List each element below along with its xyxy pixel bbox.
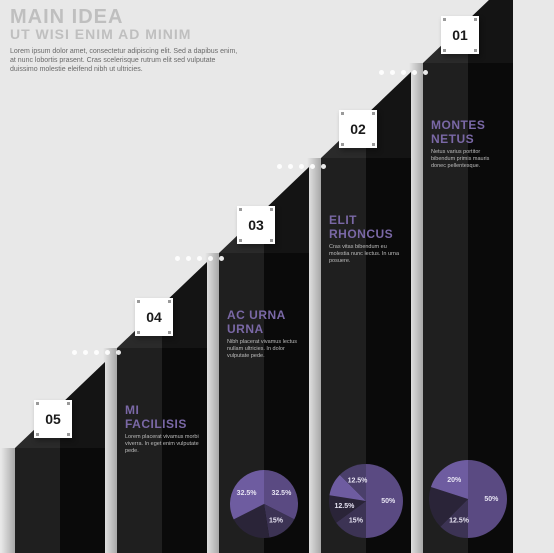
bar-title-03: AC URNA URNA — [227, 308, 301, 336]
bar-02: ELIT RHONCUS Cras vitas bibendum eu moles… — [321, 158, 411, 553]
svg-text:15%: 15% — [269, 517, 284, 524]
svg-text:50%: 50% — [484, 496, 499, 503]
svg-text:12.5%: 12.5% — [348, 477, 369, 484]
bar-title-01: MONTES NETUS — [431, 118, 505, 146]
dots-04 — [175, 256, 224, 261]
badge-01: 01 — [441, 16, 479, 54]
bar-desc-01: Netus varius portitor bibendum primis ma… — [431, 149, 505, 170]
svg-text:32.5%: 32.5% — [271, 490, 292, 497]
svg-text:12.5%: 12.5% — [449, 517, 470, 524]
pie-03: 32.5% 15% 32.5% — [230, 470, 298, 538]
svg-text:12.5%: 12.5% — [334, 503, 355, 510]
svg-text:15%: 15% — [349, 518, 364, 525]
bar-04: MI FACILISIS Lorem placerat vivamus morbi… — [117, 348, 207, 553]
bar-desc-02: Cras vitas bibendum eu molestia nunc lec… — [329, 244, 403, 265]
badge-02: 02 — [339, 110, 377, 148]
bar-title-02: ELIT RHONCUS — [329, 213, 403, 241]
bar-title-04: MI FACILISIS — [125, 403, 199, 431]
badge-04: 04 — [135, 298, 173, 336]
badge-05: 05 — [34, 400, 72, 438]
badge-03: 03 — [237, 206, 275, 244]
bar-05 — [15, 448, 105, 553]
bar-chart-container: MI FACILISIS Lorem placerat vivamus morbi… — [0, 0, 554, 553]
pie-02: 50% 15% 12.5% 12.5% — [329, 464, 403, 538]
dots-03 — [277, 164, 326, 169]
bar-desc-04: Lorem placerat vivamus morbi viverra. In… — [125, 434, 199, 455]
pie-01: 50% 12.5% 20% — [429, 460, 507, 538]
dots-02 — [379, 70, 428, 75]
bar-01: MONTES NETUS Netus varius portitor bibend… — [423, 63, 513, 553]
svg-text:32.5%: 32.5% — [237, 490, 258, 497]
svg-text:50%: 50% — [381, 498, 396, 505]
bar-03: AC URNA URNA Nibh placerat vivamus lectus… — [219, 253, 309, 553]
dots-05 — [72, 350, 121, 355]
bar-desc-03: Nibh placerat vivamus lectus nullam ultr… — [227, 339, 301, 360]
svg-text:20%: 20% — [447, 477, 462, 484]
